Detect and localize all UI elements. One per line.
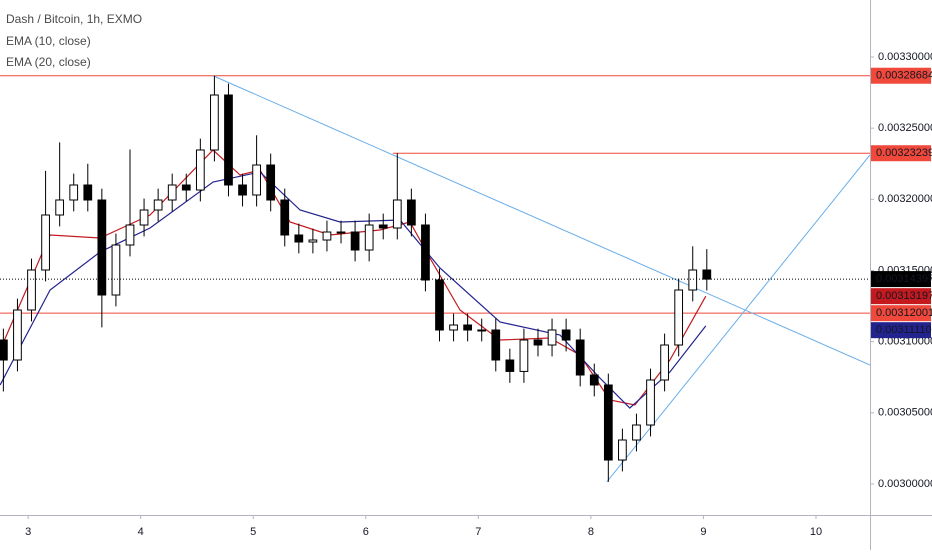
price-badge (871, 305, 931, 322)
candle-body (139, 209, 149, 226)
candle-body (392, 199, 402, 229)
candle-body (280, 199, 290, 236)
candle-body (589, 374, 599, 386)
candle-body (533, 339, 543, 346)
candle-body (702, 269, 712, 280)
x-tick-label: 8 (588, 526, 594, 538)
candle-body (491, 329, 501, 361)
price-badge-label: 0.00313197 (876, 290, 932, 302)
candle-body (238, 184, 247, 196)
price-badge-label: 0.00311110 (876, 324, 932, 336)
ema-line (0, 171, 707, 409)
y-tick-label: 0.00305000 (878, 407, 932, 419)
price-badge (871, 271, 931, 288)
candle-body (41, 214, 50, 271)
x-tick-label: 6 (363, 526, 369, 538)
candle-body (674, 289, 684, 346)
candle-body (477, 329, 487, 332)
plot-area (0, 75, 870, 483)
y-tick-label: 0.00325000 (878, 122, 932, 134)
candle-body (153, 199, 163, 211)
candle-body (688, 269, 698, 291)
candle-body (0, 339, 8, 361)
price-badge-label: 0.00328684 (876, 70, 932, 82)
legend-entry: EMA (10, close) (6, 34, 91, 48)
candle-body (181, 184, 191, 191)
candle-body (294, 234, 304, 243)
candle-body (364, 224, 374, 251)
y-tick-label: 0.00300000 (878, 478, 932, 490)
x-tick-label: 3 (25, 526, 31, 538)
candle-body (618, 439, 627, 461)
candle-body (125, 224, 135, 246)
chart-title: Dash / Bitcoin, 1h, EXMO (6, 12, 142, 26)
x-tick-label: 5 (250, 526, 256, 538)
candle-body (575, 339, 585, 376)
candle-body (505, 359, 515, 372)
candle-body (97, 199, 107, 296)
y-tick-label: 0.00310000 (878, 336, 932, 348)
candle-body (547, 329, 557, 346)
x-tick-label: 7 (475, 526, 481, 538)
candle-body (646, 379, 655, 426)
candle-body (322, 231, 332, 241)
candle-body (167, 184, 177, 201)
candle-body (378, 224, 388, 229)
candle-body (252, 164, 261, 196)
price-badge (871, 322, 931, 339)
price-badge-label: 0.00314397 (876, 273, 932, 285)
candle-body (421, 224, 430, 281)
candle-body (660, 344, 669, 381)
candle-body (83, 184, 93, 201)
y-tick-label: 0.00320000 (878, 193, 932, 205)
price-badge (871, 145, 931, 162)
x-tick-label: 10 (810, 526, 822, 538)
candle-body (435, 279, 444, 331)
candle-body (55, 199, 65, 216)
legend-entry: EMA (20, close) (6, 55, 91, 69)
candle-body (336, 231, 346, 234)
candle-body (266, 164, 276, 201)
candle-body (603, 384, 613, 461)
candle-body (13, 309, 22, 361)
candle-body (519, 339, 529, 372)
candle-body (406, 199, 416, 226)
x-tick-label: 9 (700, 526, 706, 538)
candle-body (561, 329, 571, 341)
trendline (212, 75, 870, 366)
price-badge (871, 288, 931, 305)
price-badge-label: 0.00323239 (876, 147, 932, 159)
price-badge-label: 0.00312001 (876, 307, 932, 319)
axes: 0.003000000.003050000.003100000.00315000… (25, 51, 932, 538)
candle-body (69, 184, 79, 201)
candle-body (210, 94, 219, 151)
x-tick-label: 4 (138, 526, 144, 538)
candle-body (111, 244, 121, 296)
candle-body (449, 324, 458, 331)
y-tick-label: 0.00330000 (878, 51, 932, 63)
candle-body (27, 269, 36, 311)
candle-body (463, 324, 473, 331)
candle-body (632, 424, 641, 441)
candle-body (308, 239, 318, 243)
candle-body (224, 94, 233, 186)
price-badge (871, 67, 931, 84)
candle-body (350, 231, 360, 251)
candle-body (195, 149, 205, 191)
